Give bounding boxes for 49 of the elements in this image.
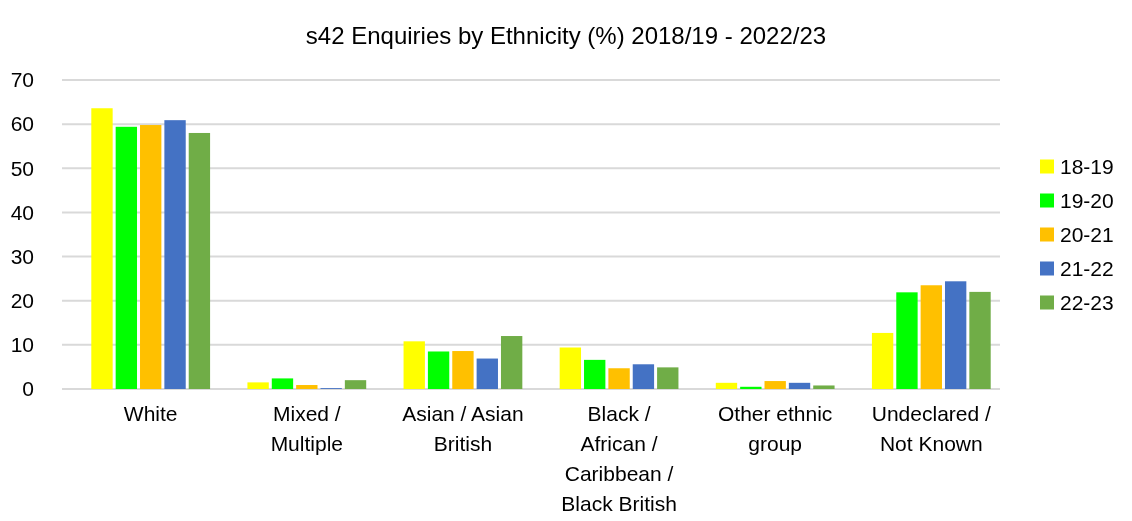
bar <box>403 341 425 389</box>
bar <box>115 126 138 389</box>
bar <box>813 385 835 389</box>
y-tick-label: 40 <box>10 200 34 224</box>
legend-label: 21-22 <box>1060 256 1114 280</box>
legend-label: 18-19 <box>1060 154 1114 178</box>
bar <box>271 378 294 389</box>
bar <box>608 368 630 389</box>
bar <box>296 385 318 389</box>
bar <box>740 386 762 389</box>
bar <box>632 364 655 389</box>
legend-label: 19-20 <box>1060 188 1114 212</box>
bar <box>140 125 162 389</box>
bar <box>969 291 991 389</box>
bar <box>476 358 498 389</box>
bar <box>764 381 786 389</box>
y-tick-label: 10 <box>10 333 34 357</box>
bar <box>500 336 523 389</box>
y-tick-label: 30 <box>10 244 34 268</box>
x-tick-label: Mixed / Multiple <box>270 402 343 455</box>
bar <box>452 351 474 389</box>
x-tick-label: Other ethnic group <box>717 402 833 455</box>
bar <box>657 367 679 389</box>
x-tick-label: Asian / Asian British <box>402 402 524 455</box>
bar <box>896 292 918 389</box>
bar <box>91 108 113 389</box>
y-tick-label: 60 <box>10 112 34 136</box>
bar <box>164 120 186 389</box>
legend-label: 20-21 <box>1060 222 1114 246</box>
legend-label: 22-23 <box>1060 290 1114 314</box>
bar <box>188 132 211 389</box>
bar <box>584 359 606 389</box>
bar <box>427 351 450 389</box>
bar <box>344 380 367 389</box>
x-tick-label: White <box>123 402 178 425</box>
y-tick-label: 20 <box>10 289 34 313</box>
chart-title: s42 Enquiries by Ethnicity (%) 2018/19 - 2022/23 <box>305 22 827 49</box>
bar <box>788 382 811 389</box>
bar <box>559 347 582 389</box>
bar <box>871 332 894 389</box>
y-tick-label: 50 <box>10 156 34 180</box>
x-tick-label: Undeclared / Not Known <box>871 402 991 455</box>
bar <box>715 382 738 389</box>
x-tick-label: Black / African / Caribbean / Black British <box>561 402 677 515</box>
y-tick-label: 70 <box>10 68 34 92</box>
bar <box>944 281 967 389</box>
bar <box>247 382 269 389</box>
y-tick-label: 0 <box>22 377 34 401</box>
bar <box>920 285 942 389</box>
